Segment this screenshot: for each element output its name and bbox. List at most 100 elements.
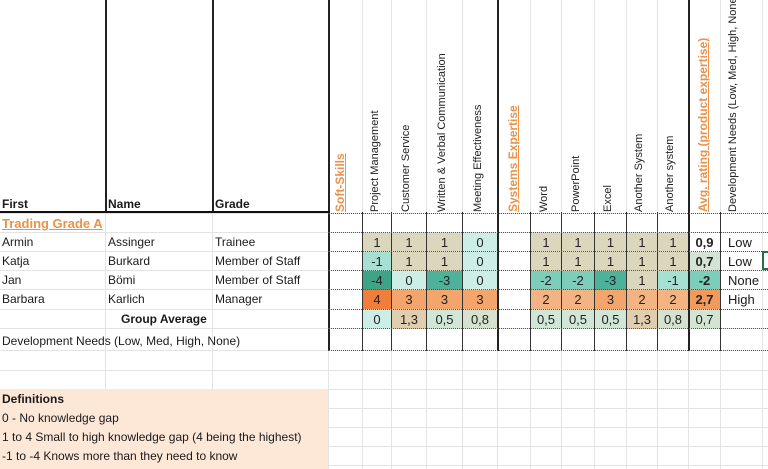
border-line xyxy=(212,0,214,212)
header-systems-expertise: Systems Expertise xyxy=(506,105,520,212)
rating-cell[interactable]: -2 xyxy=(531,271,561,290)
header-excel: Excel xyxy=(602,185,614,212)
border-line xyxy=(657,212,658,351)
rating-cell[interactable]: -1 xyxy=(658,271,688,290)
column-headers: Soft-Skills Project Management Customer … xyxy=(0,0,768,212)
border-line xyxy=(0,211,330,213)
rating-cell[interactable]: 2,7 xyxy=(689,290,720,309)
row-grade: Member of Staff xyxy=(215,254,301,268)
border-line xyxy=(688,0,690,351)
border-line xyxy=(594,212,595,351)
border-line xyxy=(105,0,107,212)
rating-cell[interactable]: 1 xyxy=(427,252,462,271)
development-need-value[interactable]: Low xyxy=(728,254,752,269)
rating-cell[interactable]: 0 xyxy=(392,271,426,290)
rating-cell[interactable]: 0,9 xyxy=(689,233,720,252)
header-meeting-effectiveness: Meeting Effectiveness xyxy=(472,104,484,212)
development-need-value[interactable]: High xyxy=(728,292,755,307)
rating-cell[interactable]: 0,5 xyxy=(562,310,594,329)
selected-cell[interactable] xyxy=(762,251,768,270)
rating-cell[interactable]: 1 xyxy=(595,233,626,252)
rating-cell[interactable]: 0,8 xyxy=(658,310,688,329)
rating-cell[interactable]: 2 xyxy=(627,290,657,309)
header-development-needs: Development Needs (Low, Med, High, None) xyxy=(727,0,739,212)
header-powerpoint: PowerPoint xyxy=(570,155,582,212)
header-project-management: Project Management xyxy=(369,110,381,213)
rating-cell[interactable]: 1 xyxy=(627,271,657,290)
header-written-verbal: Written & Verbal Communication xyxy=(436,53,448,212)
rating-cell[interactable]: 2 xyxy=(531,290,561,309)
rating-cell[interactable]: 2 xyxy=(658,290,688,309)
rating-cell[interactable]: 0 xyxy=(463,233,497,252)
rating-cell[interactable]: 1 xyxy=(392,252,426,271)
rating-cell[interactable]: 1,3 xyxy=(392,310,426,329)
border-line xyxy=(497,0,499,351)
border-line xyxy=(720,212,721,351)
rating-cell[interactable]: 1 xyxy=(658,252,688,271)
border-line xyxy=(530,212,531,351)
header-avg-rating: Avg. rating (product expertise) xyxy=(696,37,710,212)
rating-cell[interactable]: 1 xyxy=(427,233,462,252)
rating-cell[interactable]: 1 xyxy=(562,233,594,252)
rating-cell[interactable]: 0,5 xyxy=(427,310,462,329)
rating-cell[interactable]: 3 xyxy=(392,290,426,309)
rating-cell[interactable]: 1 xyxy=(531,252,561,271)
border-line xyxy=(328,289,768,290)
rating-cell[interactable]: -1 xyxy=(363,252,391,271)
rating-cell[interactable]: 4 xyxy=(363,290,391,309)
row-grade: Manager xyxy=(215,292,263,306)
border-line xyxy=(328,309,768,310)
border-line xyxy=(626,212,627,351)
header-first: First xyxy=(2,197,29,211)
rating-cell[interactable]: 1 xyxy=(531,233,561,252)
rating-cell[interactable]: -2 xyxy=(562,271,594,290)
border-line xyxy=(462,212,463,351)
rating-cell[interactable]: -2 xyxy=(689,271,720,290)
rating-cell[interactable]: 3 xyxy=(427,290,462,309)
header-grade: Grade xyxy=(215,197,250,211)
rating-cell[interactable]: 0,8 xyxy=(463,310,497,329)
row-name: Karlich xyxy=(108,292,145,306)
rating-cell[interactable]: 0,7 xyxy=(689,252,720,271)
border-line xyxy=(391,212,392,351)
definition-item: 1 to 4 Small to high knowledge gap (4 be… xyxy=(2,430,302,444)
grid-line xyxy=(105,0,106,469)
rating-cell[interactable]: 1 xyxy=(363,233,391,252)
rating-cell[interactable]: 0 xyxy=(363,310,391,329)
rating-cell[interactable]: 2 xyxy=(562,290,594,309)
rating-cell[interactable]: 1 xyxy=(562,252,594,271)
rating-cell[interactable]: 0,5 xyxy=(531,310,561,329)
rating-cell[interactable]: 3 xyxy=(595,290,626,309)
grid-line xyxy=(0,370,768,371)
rating-cell[interactable]: 1 xyxy=(627,252,657,271)
rating-cell[interactable]: 1 xyxy=(658,233,688,252)
rating-cell[interactable]: 0,5 xyxy=(595,310,626,329)
rating-cell[interactable]: -4 xyxy=(363,271,391,290)
rating-cell[interactable]: 0 xyxy=(463,252,497,271)
definition-item: 0 - No knowledge gap xyxy=(2,411,119,425)
border-line xyxy=(561,212,562,351)
header-customer-service: Customer Service xyxy=(400,124,412,212)
rating-cell[interactable]: -3 xyxy=(427,271,462,290)
rating-cell[interactable]: 0,7 xyxy=(689,310,720,329)
border-line xyxy=(328,350,768,351)
grid-line xyxy=(0,389,768,390)
section-title: Trading Grade A xyxy=(2,216,103,231)
rating-cell[interactable]: 1 xyxy=(627,233,657,252)
development-need-value[interactable]: None xyxy=(728,273,760,288)
row-name: Burkard xyxy=(108,254,151,268)
group-average-label: Group Average xyxy=(121,312,207,326)
rating-cell[interactable]: 3 xyxy=(463,290,497,309)
border-line xyxy=(328,251,768,252)
rating-cell[interactable]: 1,3 xyxy=(627,310,657,329)
development-need-value[interactable]: Low xyxy=(728,235,752,250)
rating-cell[interactable]: 1 xyxy=(595,252,626,271)
rating-cell[interactable]: 0 xyxy=(463,271,497,290)
border-line xyxy=(328,0,330,351)
development-needs-label: Development Needs (Low, Med, High, None) xyxy=(2,334,241,348)
row-name: Bömi xyxy=(108,273,136,287)
header-word: Word xyxy=(538,185,550,212)
rating-cell[interactable]: -3 xyxy=(595,271,626,290)
rating-cell[interactable]: 1 xyxy=(392,233,426,252)
row-grade: Trainee xyxy=(215,235,256,249)
